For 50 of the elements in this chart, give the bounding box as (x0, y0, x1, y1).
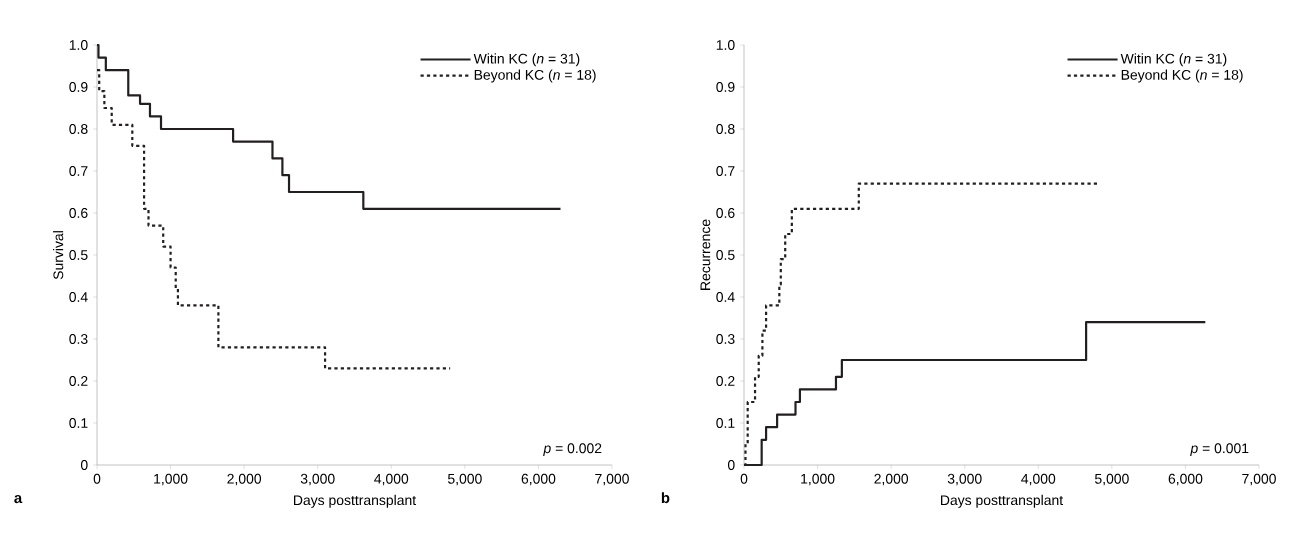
y-tick-label: 0.4 (716, 292, 735, 302)
x-tick-label: 2,000 (874, 473, 909, 486)
annotation: p = 0.001 (1190, 443, 1249, 456)
x-tick-label: 2,000 (227, 473, 262, 486)
x-tick-label: 5,000 (1094, 473, 1129, 486)
x-tick-label: 0 (93, 473, 101, 484)
y-tick-label: 0 (727, 460, 735, 470)
x-tick-label: 4,000 (1021, 473, 1056, 486)
y-tick-label: 0.3 (69, 334, 88, 344)
x-tick-label: 0 (740, 473, 748, 484)
y-tick-label: 1.0 (69, 40, 88, 50)
y-tick-label: 0.3 (716, 334, 735, 344)
y-tick-label: 0.1 (69, 418, 88, 428)
text: a (14, 494, 23, 504)
x-tick-label: 6,000 (521, 473, 556, 486)
x-tick-label: 4,000 (374, 473, 409, 486)
y-tick-label: 0.5 (69, 250, 88, 260)
x-tick-label: 7,000 (1242, 473, 1276, 486)
y-tick-label: 0.2 (716, 376, 735, 386)
y-tick-label: 0.5 (716, 250, 735, 260)
y-tick-label: 0.2 (69, 376, 88, 386)
y-tick-label: 0.1 (716, 418, 735, 428)
y-tick-label: 0 (80, 460, 88, 470)
legend-label: Witin KC (n = 31) (1120, 53, 1227, 67)
y-tick-label: 0.6 (716, 208, 735, 218)
y-tick-label: 0.9 (69, 82, 88, 92)
y-tick-label: 0.8 (69, 124, 88, 134)
y-axis-title: Recurrence (700, 219, 711, 290)
legend-label: Witin KC (n = 31) (473, 53, 580, 67)
x-tick-label: 1,000 (154, 473, 188, 486)
x-axis-title: Days posttransplant (294, 494, 417, 508)
x-axis-title: Days posttransplant (941, 494, 1064, 508)
y-tick-label: 1.0 (716, 40, 735, 50)
y-tick-label: 0.7 (69, 166, 88, 176)
x-tick-label: 5,000 (447, 473, 482, 486)
y-tick-label: 0.7 (716, 166, 735, 176)
text: b (661, 492, 670, 504)
x-tick-label: 6,000 (1168, 473, 1203, 486)
x-tick-label: 3,000 (300, 473, 335, 486)
y-tick-label: 0.4 (69, 292, 88, 302)
x-tick-label: 3,000 (947, 473, 982, 486)
annotation: p = 0.002 (543, 443, 602, 456)
legend-label: Beyond KC (n = 18) (1121, 69, 1243, 83)
legend-label: Beyond KC (n = 18) (474, 69, 596, 83)
y-axis-title: Survival (53, 231, 64, 280)
x-tick-label: 1,000 (801, 473, 835, 486)
x-tick-label: 7,000 (595, 473, 629, 486)
y-tick-label: 0.8 (716, 124, 735, 134)
y-tick-label: 0.9 (716, 82, 735, 92)
y-tick-label: 0.6 (69, 208, 88, 218)
